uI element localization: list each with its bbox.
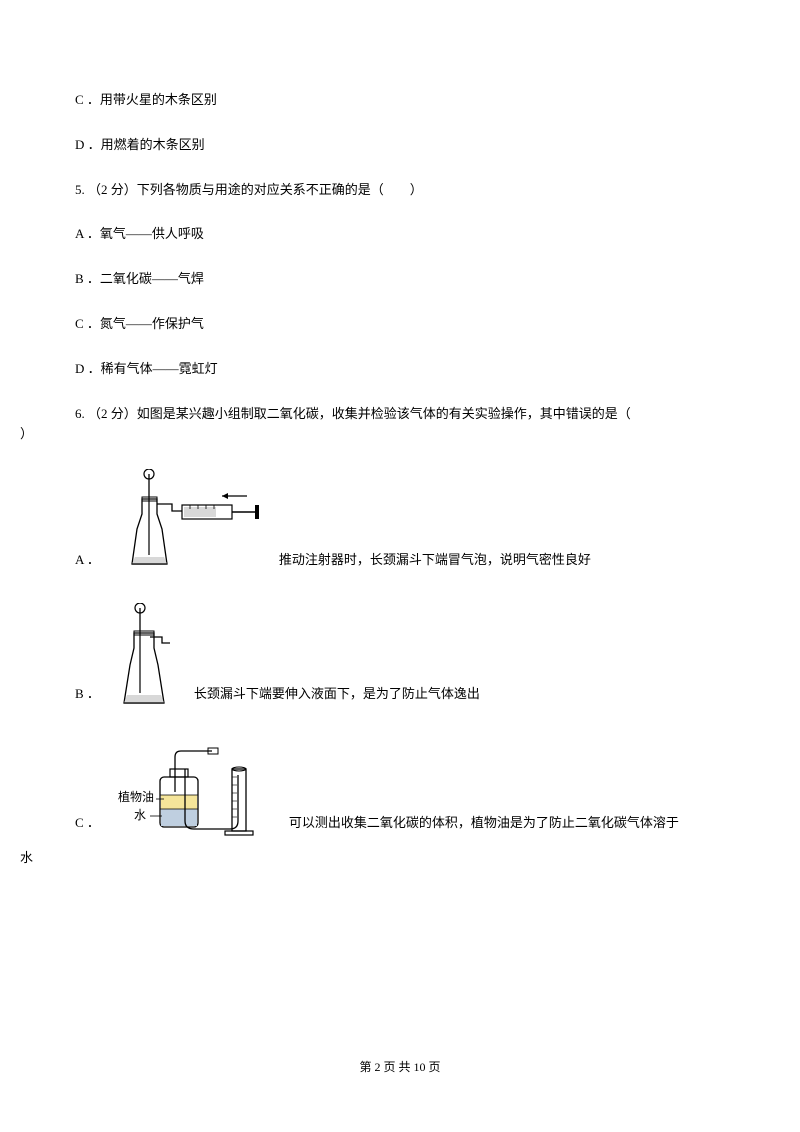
q6-option-c: C ．	[75, 737, 725, 842]
option-b-desc: 长颈漏斗下端要伸入液面下，是为了防止气体逸出	[194, 684, 480, 713]
q5-option-a: A ．氧气——供人呼吸	[75, 224, 725, 245]
q6-stem-tail: ）	[20, 424, 725, 445]
q6-stem-wrap: 6. （2 分）如图是某兴趣小组制取二氧化碳，收集并检验该气体的有关实验操作，其…	[75, 404, 725, 446]
q4-option-d: D ．用燃着的木条区别	[75, 135, 725, 156]
q5-option-d: D ．稀有气体——霓虹灯	[75, 359, 725, 380]
q5-option-c: C ．氮气——作保护气	[75, 314, 725, 335]
option-c-desc: 可以测出收集二氧化碳的体积，植物油是为了防止二氧化碳气体溶于	[289, 813, 679, 842]
oil-label: 植物油	[118, 789, 154, 804]
page-footer: 第 2 页 共 10 页	[0, 1058, 800, 1077]
option-label-a: A ．	[75, 550, 100, 579]
q6-stem: 6. （2 分）如图是某兴趣小组制取二氧化碳，收集并检验该气体的有关实验操作，其…	[75, 406, 631, 421]
option-label-b: B ．	[75, 684, 100, 713]
diagram-c-icon: 植物油 水	[112, 737, 277, 842]
diagram-b-icon	[112, 603, 182, 713]
option-c-tail: 水	[20, 848, 725, 869]
q5-option-b: B ．二氧化碳——气焊	[75, 269, 725, 290]
option-label-c: C ．	[75, 813, 100, 842]
water-label: 水	[134, 808, 146, 822]
diagram-a-icon	[112, 469, 267, 579]
q5-stem: 5. （2 分）下列各物质与用途的对应关系不正确的是（ ）	[75, 180, 725, 201]
q6-option-b: B ． 长颈漏斗下端要伸入液面下，是为了防止气体逸出	[75, 603, 725, 713]
q6-option-a: A ． 推动注	[75, 469, 725, 579]
option-a-desc: 推动注射器时，长颈漏斗下端冒气泡，说明气密性良好	[279, 550, 591, 579]
q4-option-c: C ．用带火星的木条区别	[75, 90, 725, 111]
